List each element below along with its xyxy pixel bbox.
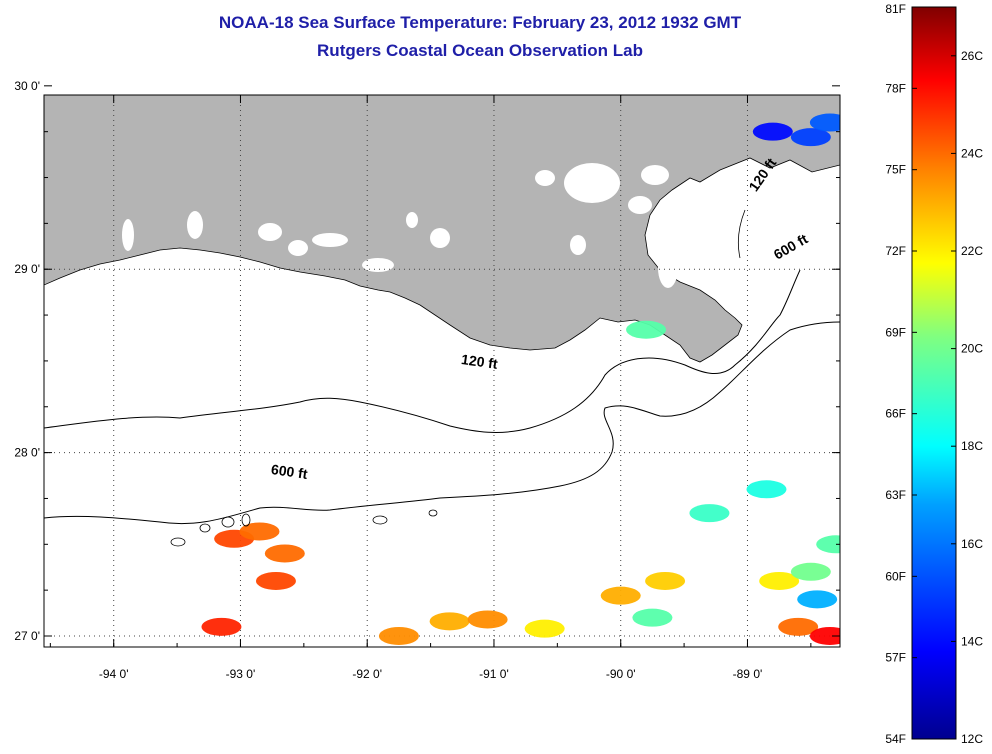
map-subtitle: Rutgers Coastal Ocean Observation Lab bbox=[317, 41, 643, 60]
lat-tick-label: 29 0' bbox=[14, 262, 40, 276]
colorbar-f-label: 63F bbox=[885, 488, 906, 502]
sst-patch bbox=[790, 128, 831, 147]
lon-tick-label: -94 0' bbox=[99, 667, 129, 681]
lon-tick-label: -93 0' bbox=[226, 667, 256, 681]
sst-patch bbox=[201, 617, 242, 636]
colorbar-f-label: 69F bbox=[885, 325, 906, 339]
colorbar-f-label: 66F bbox=[885, 407, 906, 421]
inland-water bbox=[122, 163, 704, 288]
sst-patch bbox=[759, 571, 800, 590]
sst-patch bbox=[816, 535, 840, 554]
sst-patch bbox=[429, 612, 470, 631]
axis-ticks bbox=[44, 85, 840, 647]
colorbar-f-label: 54F bbox=[885, 732, 906, 746]
lon-tick-label: -89 0' bbox=[733, 667, 763, 681]
sst-patch bbox=[645, 571, 686, 590]
lat-tick-label: 30 0' bbox=[14, 79, 40, 93]
colorbar bbox=[911, 6, 957, 740]
colorbar-f-label: 78F bbox=[885, 81, 906, 95]
colorbar-c-label: 22C bbox=[961, 244, 983, 258]
axis-tick-labels: -94 0' -93 0' -92 0' -91 0' -90 0' -89 0' 30 0… bbox=[14, 79, 762, 681]
colorbar-c-label: 12C bbox=[961, 732, 983, 746]
contour-label: 120 ft bbox=[460, 351, 499, 372]
sst-patch bbox=[378, 626, 419, 645]
lat-tick-label: 28 0' bbox=[14, 446, 40, 460]
colorbar-f-label: 57F bbox=[885, 651, 906, 665]
sst-patch bbox=[797, 590, 838, 609]
sst-patch bbox=[239, 522, 280, 541]
sst-patch bbox=[752, 122, 793, 141]
colorbar-ticks bbox=[912, 6, 956, 740]
sst-patch bbox=[626, 320, 667, 339]
colorbar-labels: 81F 78F 75F 72F 69F 66F 63F 60F 57F 54F 26C 24C 22C 2… bbox=[885, 2, 983, 746]
river-outline bbox=[737, 209, 746, 259]
colorbar-f-label: 75F bbox=[885, 163, 906, 177]
sst-patch bbox=[790, 562, 831, 581]
colorbar-c-label: 14C bbox=[961, 634, 983, 648]
colorbar-f-label: 72F bbox=[885, 244, 906, 258]
sst-patch bbox=[746, 480, 787, 499]
sst-patch bbox=[632, 608, 673, 627]
lat-tick-label: 27 0' bbox=[14, 629, 40, 643]
sst-patch bbox=[600, 586, 641, 605]
colorbar-c-label: 18C bbox=[961, 439, 983, 453]
gridlines bbox=[44, 95, 840, 647]
sst-patch bbox=[467, 610, 508, 629]
isobath-120ft bbox=[44, 269, 801, 433]
colorbar-c-label: 26C bbox=[961, 49, 983, 63]
colorbar-f-label: 60F bbox=[885, 569, 906, 583]
sst-patch bbox=[809, 113, 840, 132]
colorbar-c-label: 20C bbox=[961, 342, 983, 356]
sst-patch bbox=[255, 571, 296, 590]
lon-tick-label: -92 0' bbox=[352, 667, 382, 681]
colorbar-c-label: 24C bbox=[961, 146, 983, 160]
sst-patch bbox=[264, 544, 305, 563]
lon-tick-label: -91 0' bbox=[479, 667, 509, 681]
sst-patch bbox=[524, 619, 565, 638]
map-title: NOAA-18 Sea Surface Temperature: Februar… bbox=[218, 13, 742, 32]
map-frame bbox=[43, 94, 841, 648]
contour-label: 600 ft bbox=[270, 461, 309, 482]
sst-patch bbox=[809, 626, 840, 645]
seamount-outlines bbox=[170, 509, 438, 547]
sst-patch bbox=[778, 617, 819, 636]
colorbar-f-label: 81F bbox=[885, 2, 906, 16]
colorbar-c-label: 16C bbox=[961, 537, 983, 551]
sst-patch bbox=[689, 504, 730, 523]
lon-tick-label: -90 0' bbox=[606, 667, 636, 681]
sst-layer bbox=[201, 113, 840, 645]
